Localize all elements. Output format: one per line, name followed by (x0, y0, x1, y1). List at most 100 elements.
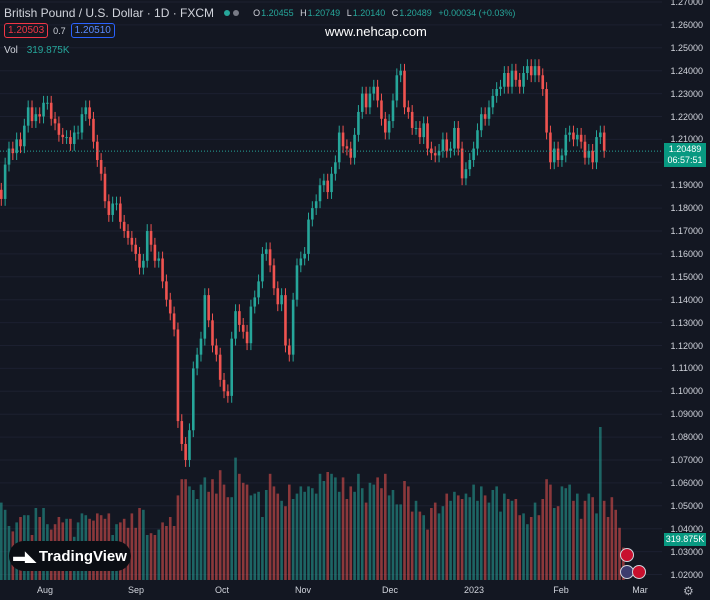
volume-bar (460, 499, 464, 580)
volume-bar (372, 484, 376, 580)
candle (176, 329, 180, 422)
uk-flag-icon[interactable] (620, 548, 634, 562)
candle (480, 114, 483, 131)
volume-bar (364, 502, 368, 580)
candle (149, 231, 153, 245)
sell-button[interactable]: 1.20503 (4, 23, 49, 38)
volume-bar (192, 490, 195, 580)
candle (119, 203, 122, 222)
uk-flag-icon[interactable] (632, 565, 646, 579)
candle (387, 121, 391, 133)
volume-bar (595, 513, 598, 580)
candle (533, 66, 537, 76)
volume-bar (215, 493, 218, 580)
open-value: 1.20455 (261, 8, 294, 18)
time-tick-label: 2023 (463, 585, 485, 595)
candle (99, 160, 103, 174)
candle (184, 443, 187, 460)
candle (188, 430, 191, 460)
price-tick-label: 1.27000 (670, 0, 703, 7)
candle (576, 134, 579, 140)
tradingview-logo[interactable]: ▬◣ TradingView (9, 541, 131, 571)
volume-bar (195, 499, 199, 580)
candle (46, 102, 49, 104)
candle (284, 295, 287, 346)
volume-bar (276, 493, 280, 580)
market-open-indicator (224, 10, 231, 16)
volume-bar (395, 504, 399, 580)
time-tick-label: Dec (381, 585, 399, 595)
volume-axis-label: 319.875K (664, 533, 706, 546)
volume-bar (552, 508, 556, 580)
volume-bar (514, 499, 518, 580)
candle (487, 107, 491, 119)
candle (430, 148, 433, 154)
candle (537, 66, 541, 76)
volume-bar (142, 509, 145, 580)
candle (334, 162, 337, 174)
volume-bar (314, 493, 318, 580)
candle (349, 148, 353, 158)
candle (545, 89, 548, 133)
volume-bar (491, 490, 495, 580)
price-tick-label: 1.25000 (670, 42, 703, 53)
volume-bar (3, 509, 7, 580)
candle (514, 70, 518, 80)
candle (426, 123, 429, 149)
candle (142, 260, 145, 268)
volume-bar (622, 547, 625, 580)
volume-bar (253, 493, 257, 580)
candle (311, 208, 314, 220)
volume-bar (341, 477, 345, 580)
volume-bar (280, 500, 283, 580)
volume-bar (149, 533, 153, 580)
volume-bar (226, 497, 230, 580)
logo-text: TradingView (38, 547, 127, 565)
candle (76, 132, 80, 134)
candle (272, 265, 276, 289)
volume-bar (560, 486, 564, 580)
candle (499, 86, 502, 90)
volume-bar (0, 502, 3, 580)
volume-bar (295, 493, 299, 580)
price-tick-label: 1.06000 (670, 477, 703, 488)
price-tick-label: 1.14000 (670, 294, 703, 305)
volume-bar (203, 477, 207, 580)
volume-bar (545, 479, 548, 580)
candle (591, 150, 594, 163)
candle (130, 237, 134, 245)
volume-bar (483, 495, 487, 580)
candle (57, 123, 61, 135)
candle (472, 148, 475, 161)
candle (303, 253, 306, 259)
candle (34, 114, 38, 122)
price-tick-label: 1.09000 (670, 409, 703, 420)
candle (326, 180, 329, 193)
candle (441, 139, 445, 151)
price-tick-label: 1.16000 (670, 248, 703, 259)
volume-bar (610, 497, 614, 580)
volume-bar (506, 499, 510, 580)
candle (468, 160, 472, 170)
candle (145, 231, 149, 261)
volume-bar (291, 499, 295, 580)
candle (318, 185, 322, 202)
candle (460, 148, 464, 179)
candle (395, 75, 399, 101)
candle (253, 297, 257, 307)
candle (295, 265, 299, 300)
candle (238, 311, 241, 325)
candle (418, 127, 422, 138)
close-value: 1.20489 (399, 8, 432, 18)
symbol-title[interactable]: British Pound / U.S. Dollar · 1D · FXCM (4, 6, 215, 20)
volume-legend[interactable]: Vol 319.875K (4, 45, 70, 56)
candle (599, 132, 602, 138)
gear-icon[interactable]: ⚙ (683, 584, 694, 598)
candle (84, 107, 88, 115)
candle (7, 148, 11, 165)
candle (330, 173, 333, 193)
buy-button[interactable]: 1.20510 (70, 23, 115, 38)
candle (307, 219, 310, 254)
low-value: 1.20140 (352, 8, 386, 18)
